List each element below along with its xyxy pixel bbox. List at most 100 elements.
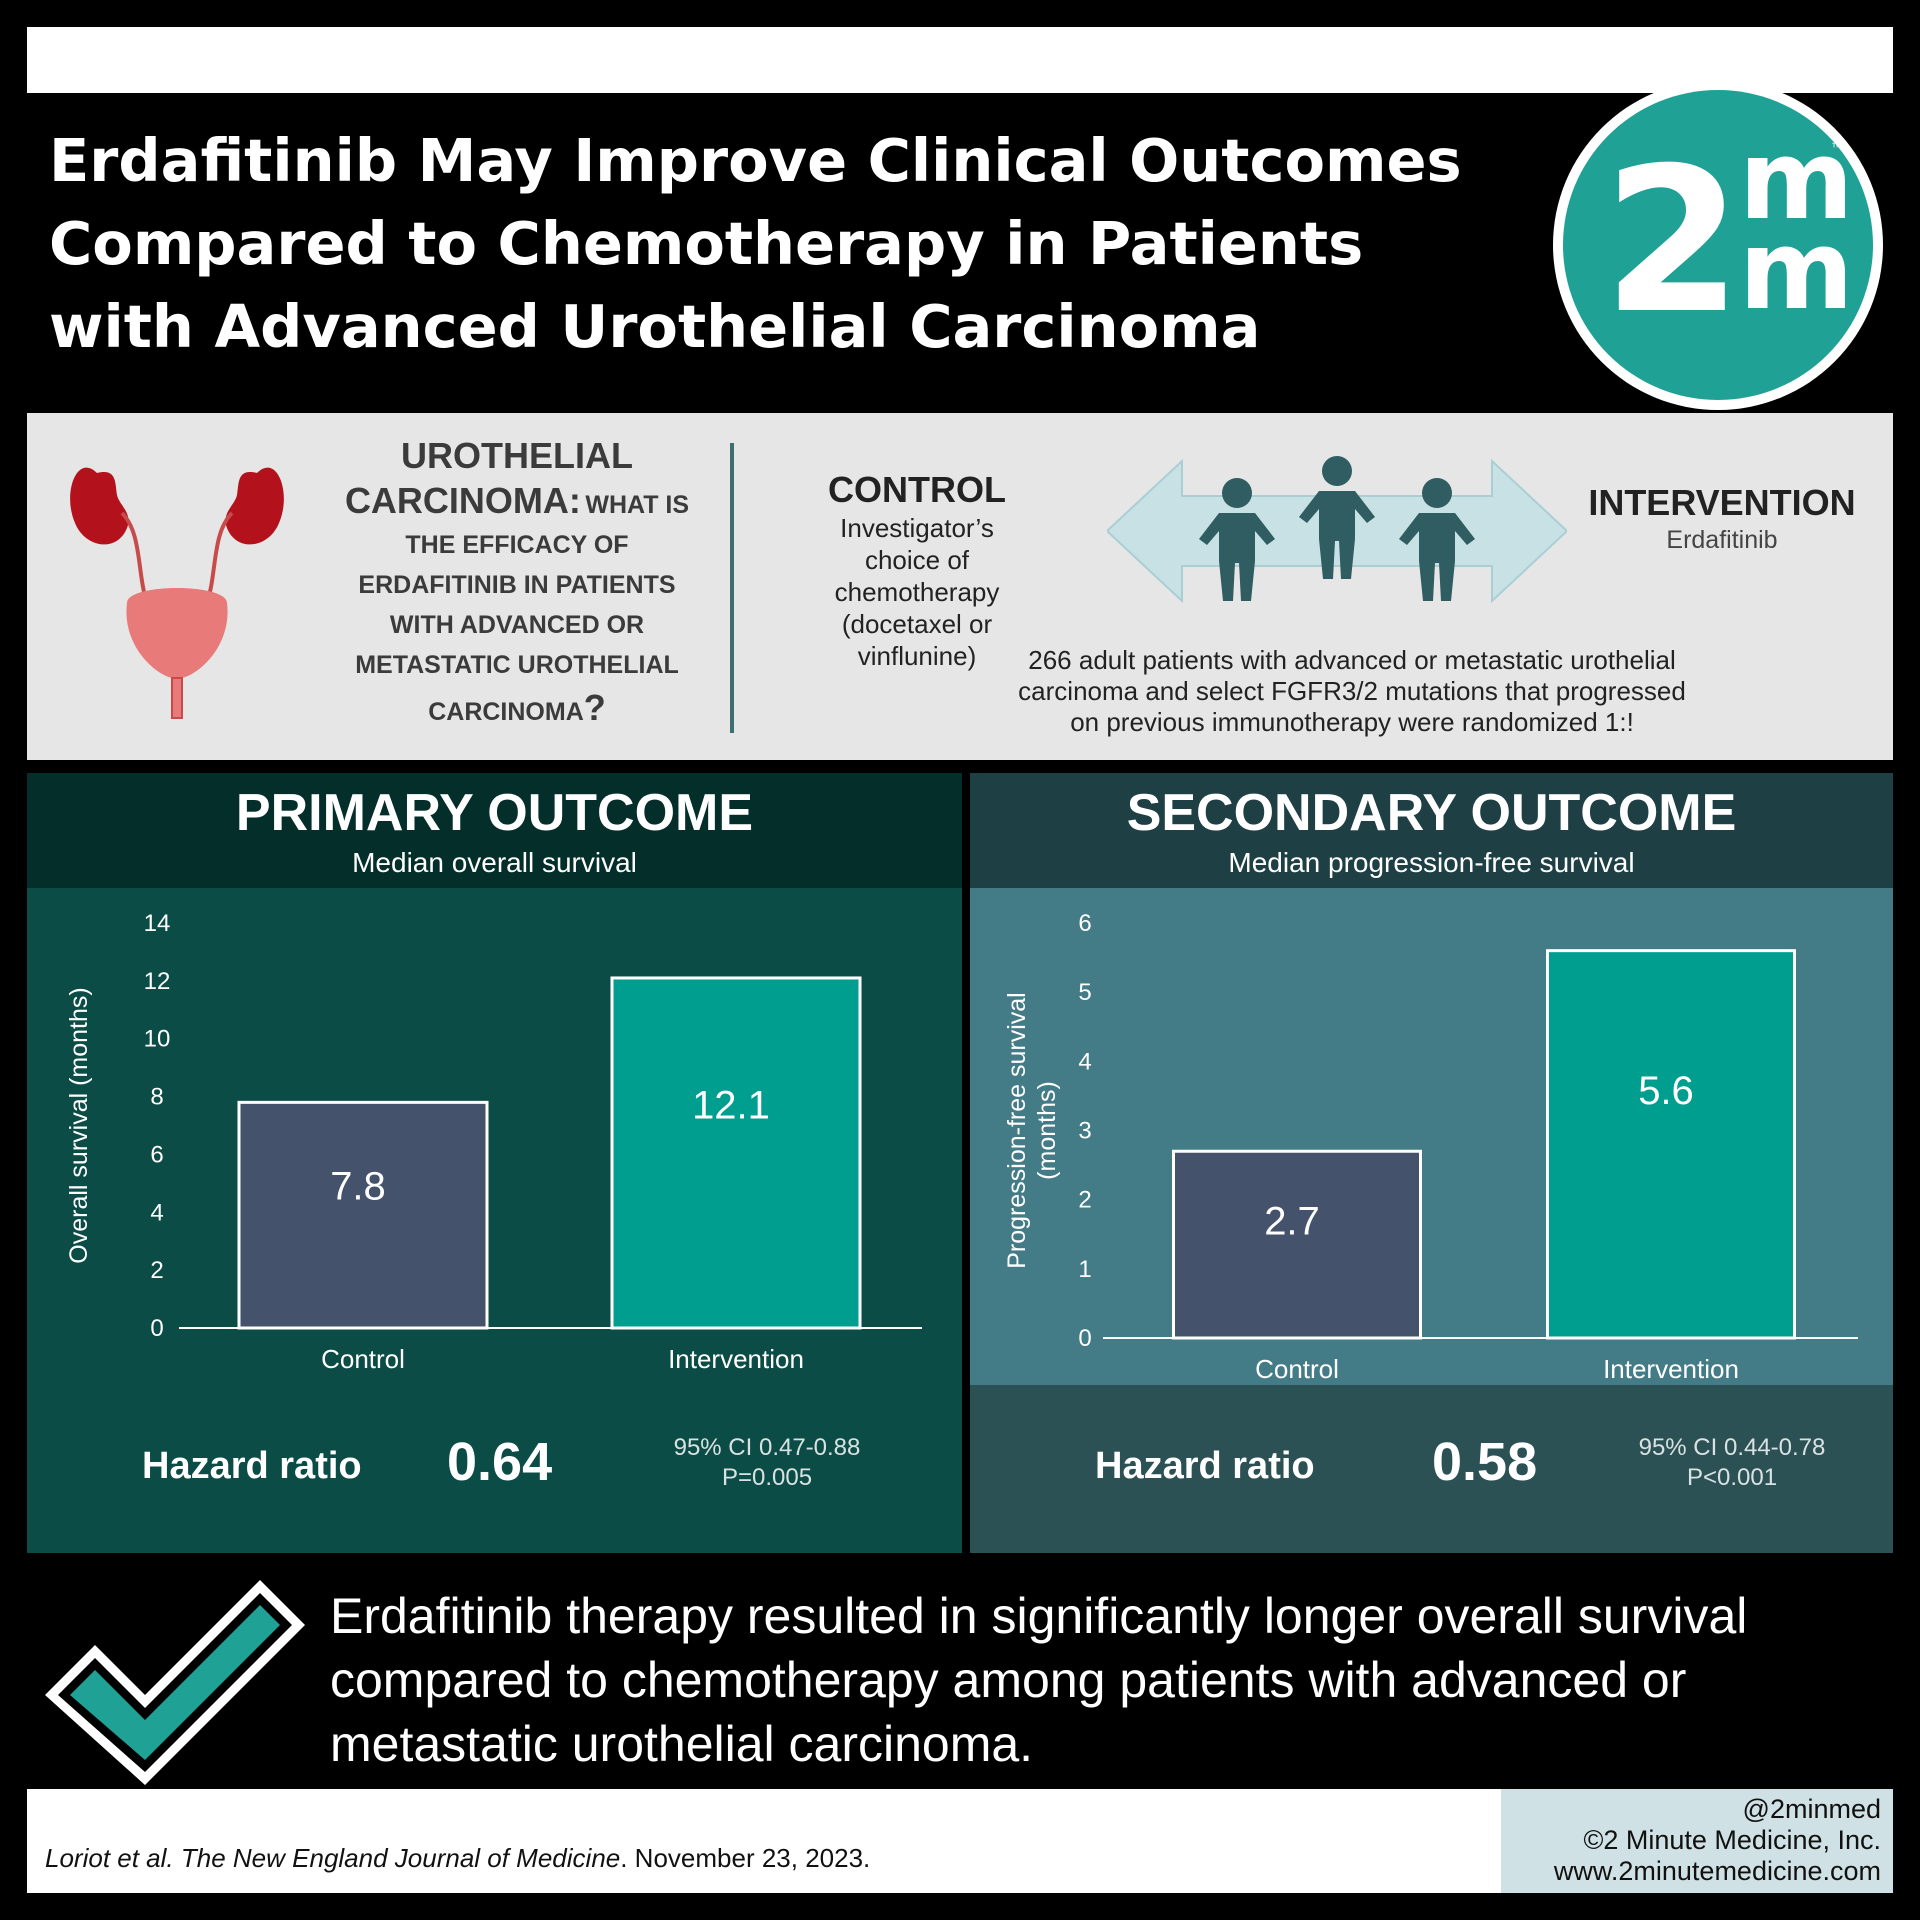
- bar-value-label: 5.6: [1638, 1069, 1694, 1113]
- y-tick-label: 1: [1078, 1256, 1091, 1283]
- population-line: 266 adult patients with advanced or meta…: [1028, 645, 1676, 675]
- bar: [1546, 949, 1796, 1340]
- title-line: Erdafitinib May Improve Clinical Outcome…: [49, 126, 1462, 195]
- logo-circle: 2 m m ™: [1563, 90, 1873, 400]
- checkmark-icon: [45, 1580, 305, 1785]
- y-axis-label: (months): [1033, 1081, 1061, 1180]
- intervention-arm: INTERVENTION Erdafitinib: [1577, 481, 1867, 555]
- y-tick-label: 4: [1078, 1048, 1091, 1075]
- footer: Loriot et al. The New England Journal of…: [27, 1789, 1893, 1893]
- p-value: P<0.001: [1686, 1464, 1778, 1491]
- conclusion-line: metastatic urothelial carcinoma.: [330, 1716, 1034, 1772]
- question-heading-part: CARCINOMA:: [344, 480, 581, 521]
- website-link[interactable]: www.2minutemedicine.com: [1553, 1856, 1881, 1886]
- secondary-chart-area: 0 1 2 3 4 5 6 Progression-free survival (months)…: [970, 888, 1893, 1385]
- research-question: UROTHELIAL CARCINOMA: WHAT IS THE EFFICA…: [287, 433, 747, 732]
- question-last-line: CARCINOMA?: [287, 685, 747, 732]
- population-line: on previous immunotherapy were randomize…: [1070, 707, 1634, 737]
- copyright: ©2 Minute Medicine, Inc.: [1583, 1825, 1881, 1855]
- control-line: chemotherapy: [834, 577, 1000, 607]
- y-tick-label: 2: [1078, 1187, 1091, 1214]
- citation-authors: Loriot et al.: [45, 1843, 174, 1873]
- x-category-label: Intervention: [1603, 1354, 1739, 1384]
- y-tick-label: 2: [150, 1257, 163, 1284]
- primary-outcome-title: PRIMARY OUTCOME: [235, 784, 754, 842]
- question-line: METASTATIC UROTHELIAL: [355, 651, 679, 679]
- hazard-ratio-label: Hazard ratio: [142, 1445, 362, 1487]
- primary-outcome-subtitle: Median overall survival: [352, 847, 637, 878]
- section-divider: [730, 443, 734, 733]
- question-line: WITH ADVANCED OR: [389, 611, 645, 639]
- overall-survival-chart: 0 2 4 6 8 10 12 14 Overall survival (months) 7.8 C…: [65, 910, 922, 1374]
- intervention-heading: INTERVENTION: [1588, 482, 1856, 523]
- people-icon: [1199, 456, 1475, 601]
- confidence-interval: 95% CI 0.47-0.88: [673, 1434, 861, 1461]
- y-tick-label: 3: [1078, 1118, 1091, 1145]
- question-line: THE EFFICACY OF: [405, 531, 629, 559]
- study-design-section: UROTHELIAL CARCINOMA: WHAT IS THE EFFICA…: [27, 413, 1893, 760]
- hazard-ratio-stats: 95% CI 0.44-0.78 P<0.001: [1602, 1433, 1862, 1493]
- page-title: Erdafitinib May Improve Clinical Outcome…: [49, 119, 1549, 368]
- y-tick-label: 0: [150, 1315, 163, 1342]
- y-tick-label: 0: [1078, 1325, 1091, 1352]
- control-line: choice of: [864, 545, 970, 575]
- hazard-ratio-label: Hazard ratio: [1095, 1445, 1315, 1487]
- conclusion-section: Erdafitinib therapy resulted in signific…: [108, 1562, 1893, 1789]
- control-line: vinflunine): [857, 641, 977, 671]
- x-category-label: Control: [321, 1344, 405, 1374]
- bar: [610, 976, 862, 1330]
- title-line: Compared to Chemotherapy in Patients: [49, 209, 1364, 278]
- x-category-label: Intervention: [668, 1344, 804, 1374]
- x-category-label: Control: [1255, 1354, 1339, 1384]
- intervention-drug: Erdafitinib: [1666, 526, 1778, 554]
- conclusion-line: Erdafitinib therapy resulted in signific…: [330, 1588, 1748, 1644]
- control-arm: CONTROL Investigator’s choice of chemoth…: [787, 468, 1047, 672]
- citation: Loriot et al. The New England Journal of…: [45, 1843, 870, 1874]
- y-tick-label: 6: [150, 1141, 163, 1168]
- p-value: P=0.005: [721, 1464, 813, 1491]
- bar-value-label: 12.1: [692, 1083, 770, 1127]
- kidneys-bladder-icon: [70, 467, 284, 719]
- citation-date: . November 23, 2023.: [620, 1843, 871, 1873]
- logo-letter-top: m: [1739, 116, 1854, 244]
- question-line: CARCINOMA: [428, 698, 584, 726]
- control-line: Investigator’s: [840, 513, 994, 543]
- control-line: (docetaxel or: [841, 609, 993, 639]
- hazard-ratio-value: 0.58: [1432, 1432, 1538, 1492]
- secondary-outcome-subtitle: Median progression-free survival: [1228, 847, 1635, 878]
- population-line: carcinoma and select FGFR3/2 mutations t…: [1018, 676, 1686, 706]
- secondary-hazard-ratio-row: Hazard ratio 0.58 95% CI 0.44-0.78 P<0.0…: [970, 1385, 1893, 1553]
- randomization-graphic: [1107, 456, 1567, 604]
- top-white-strip: [27, 27, 1893, 93]
- progression-free-survival-chart: 0 1 2 3 4 5 6 Progression-free survival (months)…: [1003, 910, 1858, 1384]
- question-heading-line2: CARCINOMA: WHAT IS: [287, 478, 747, 525]
- bar-value-label: 7.8: [330, 1164, 386, 1208]
- logo-trademark: ™: [1831, 140, 1843, 154]
- population-description: 266 adult patients with advanced or meta…: [967, 645, 1737, 738]
- primary-chart-area: 0 2 4 6 8 10 12 14 Overall survival (months) 7.8 C…: [27, 888, 962, 1385]
- y-tick-label: 6: [1078, 910, 1091, 937]
- logo-numeral: 2: [1603, 125, 1743, 358]
- y-tick-label: 14: [144, 910, 171, 937]
- y-tick-label: 10: [144, 1026, 171, 1053]
- primary-outcome-panel: PRIMARY OUTCOME Median overall survival …: [27, 773, 962, 1553]
- y-tick-label: 12: [144, 968, 171, 995]
- bar-value-label: 2.7: [1264, 1200, 1320, 1244]
- primary-hazard-ratio-row: Hazard ratio 0.64 95% CI 0.47-0.88 P=0.0…: [27, 1385, 962, 1553]
- y-tick-label: 4: [150, 1199, 163, 1226]
- question-heading: UROTHELIAL: [401, 435, 633, 476]
- secondary-outcome-title: SECONDARY OUTCOME: [1126, 784, 1737, 842]
- primary-outcome-header: PRIMARY OUTCOME Median overall survival: [27, 773, 962, 888]
- secondary-outcome-header: SECONDARY OUTCOME Median progression-fre…: [970, 773, 1893, 888]
- social-handle: @2minmed: [1742, 1794, 1881, 1824]
- hazard-ratio-stats: 95% CI 0.47-0.88 P=0.005: [637, 1433, 897, 1493]
- hazard-ratio-value: 0.64: [447, 1432, 553, 1492]
- bar: [237, 1100, 489, 1330]
- title-line: with Advanced Urothelial Carcinoma: [49, 292, 1261, 361]
- question-line: ERDAFITINIB IN PATIENTS: [358, 571, 676, 599]
- y-tick-label: 8: [150, 1084, 163, 1111]
- 2mm-logo: 2 m m ™: [1553, 80, 1883, 410]
- conclusion-line: compared to chemotherapy among patients …: [330, 1652, 1687, 1708]
- question-mark: ?: [583, 687, 606, 728]
- credits-box: @2minmed ©2 Minute Medicine, Inc. www.2m…: [1501, 1789, 1893, 1893]
